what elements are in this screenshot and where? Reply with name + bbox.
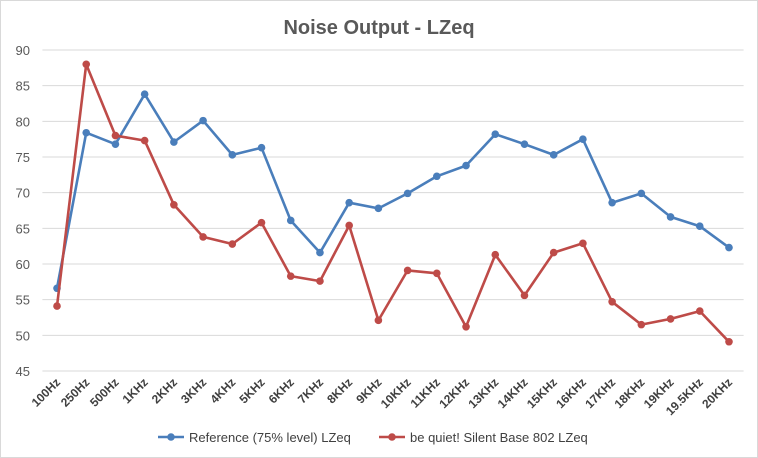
data-point	[345, 221, 353, 230]
legend: Reference (75% level) LZeq be quiet! Sile…	[158, 430, 588, 445]
data-point	[199, 233, 207, 241]
data-point	[286, 216, 295, 225]
data-point	[170, 138, 178, 146]
data-point	[608, 298, 616, 306]
data-point	[491, 130, 500, 138]
legend-label: Reference (75% level) LZeq	[189, 430, 351, 445]
data-point	[608, 198, 616, 207]
data-point	[579, 135, 587, 143]
data-point	[579, 239, 587, 248]
data-point	[140, 90, 149, 99]
data-point	[549, 151, 558, 159]
data-point	[257, 143, 266, 152]
data-point	[695, 307, 704, 315]
y-axis-ticks: 45 50 55 60 65 70 75 80 85 90	[16, 43, 30, 379]
data-point	[228, 151, 237, 159]
data-point	[316, 277, 324, 285]
data-point	[199, 116, 207, 125]
data-point	[666, 315, 675, 323]
data-point	[53, 302, 61, 310]
data-point	[637, 320, 646, 329]
gridlines	[42, 49, 744, 372]
data-point	[286, 272, 295, 280]
data-point	[433, 172, 441, 181]
data-point	[403, 189, 412, 198]
data-point	[228, 240, 237, 248]
data-point	[725, 337, 733, 346]
legend-label: be quiet! Silent Base 802 LZeq	[410, 430, 588, 445]
y-tick-label: 75	[16, 150, 30, 165]
legend-marker-icon	[388, 433, 396, 441]
data-point	[549, 248, 558, 257]
data-point	[257, 218, 266, 227]
y-tick-label: 80	[16, 114, 30, 129]
data-point	[316, 248, 324, 257]
data-point	[520, 291, 529, 300]
data-point	[374, 204, 383, 213]
data-point	[170, 200, 178, 209]
data-point	[111, 131, 120, 140]
series-group	[53, 60, 733, 346]
series-line	[55, 63, 730, 343]
y-tick-label: 70	[16, 186, 30, 201]
data-point	[637, 189, 646, 198]
data-point	[491, 250, 500, 259]
data-point	[462, 161, 470, 170]
y-tick-label: 45	[16, 364, 30, 379]
data-point	[520, 140, 529, 148]
y-tick-label: 55	[16, 293, 30, 308]
legend-item: Reference (75% level) LZeq	[158, 430, 351, 445]
series-2	[53, 60, 733, 346]
series-line	[55, 92, 730, 289]
y-tick-label: 85	[16, 79, 30, 94]
data-point	[725, 243, 733, 252]
data-point	[403, 266, 412, 275]
y-tick-label: 50	[16, 328, 30, 343]
legend-item: be quiet! Silent Base 802 LZeq	[379, 430, 588, 445]
y-tick-label: 60	[16, 257, 30, 272]
data-point	[140, 136, 149, 145]
series-1	[53, 90, 733, 293]
chart-title: Noise Output - LZeq	[283, 17, 474, 39]
data-point	[111, 140, 120, 148]
data-point	[82, 60, 91, 69]
y-tick-label: 90	[16, 43, 30, 58]
data-point	[462, 322, 470, 331]
data-point	[82, 128, 91, 137]
y-tick-label: 65	[16, 221, 30, 236]
data-point	[374, 316, 383, 325]
data-point	[433, 269, 441, 278]
data-point	[695, 222, 704, 230]
data-point	[666, 213, 675, 221]
legend-marker-icon	[167, 433, 175, 441]
data-point	[345, 198, 353, 207]
